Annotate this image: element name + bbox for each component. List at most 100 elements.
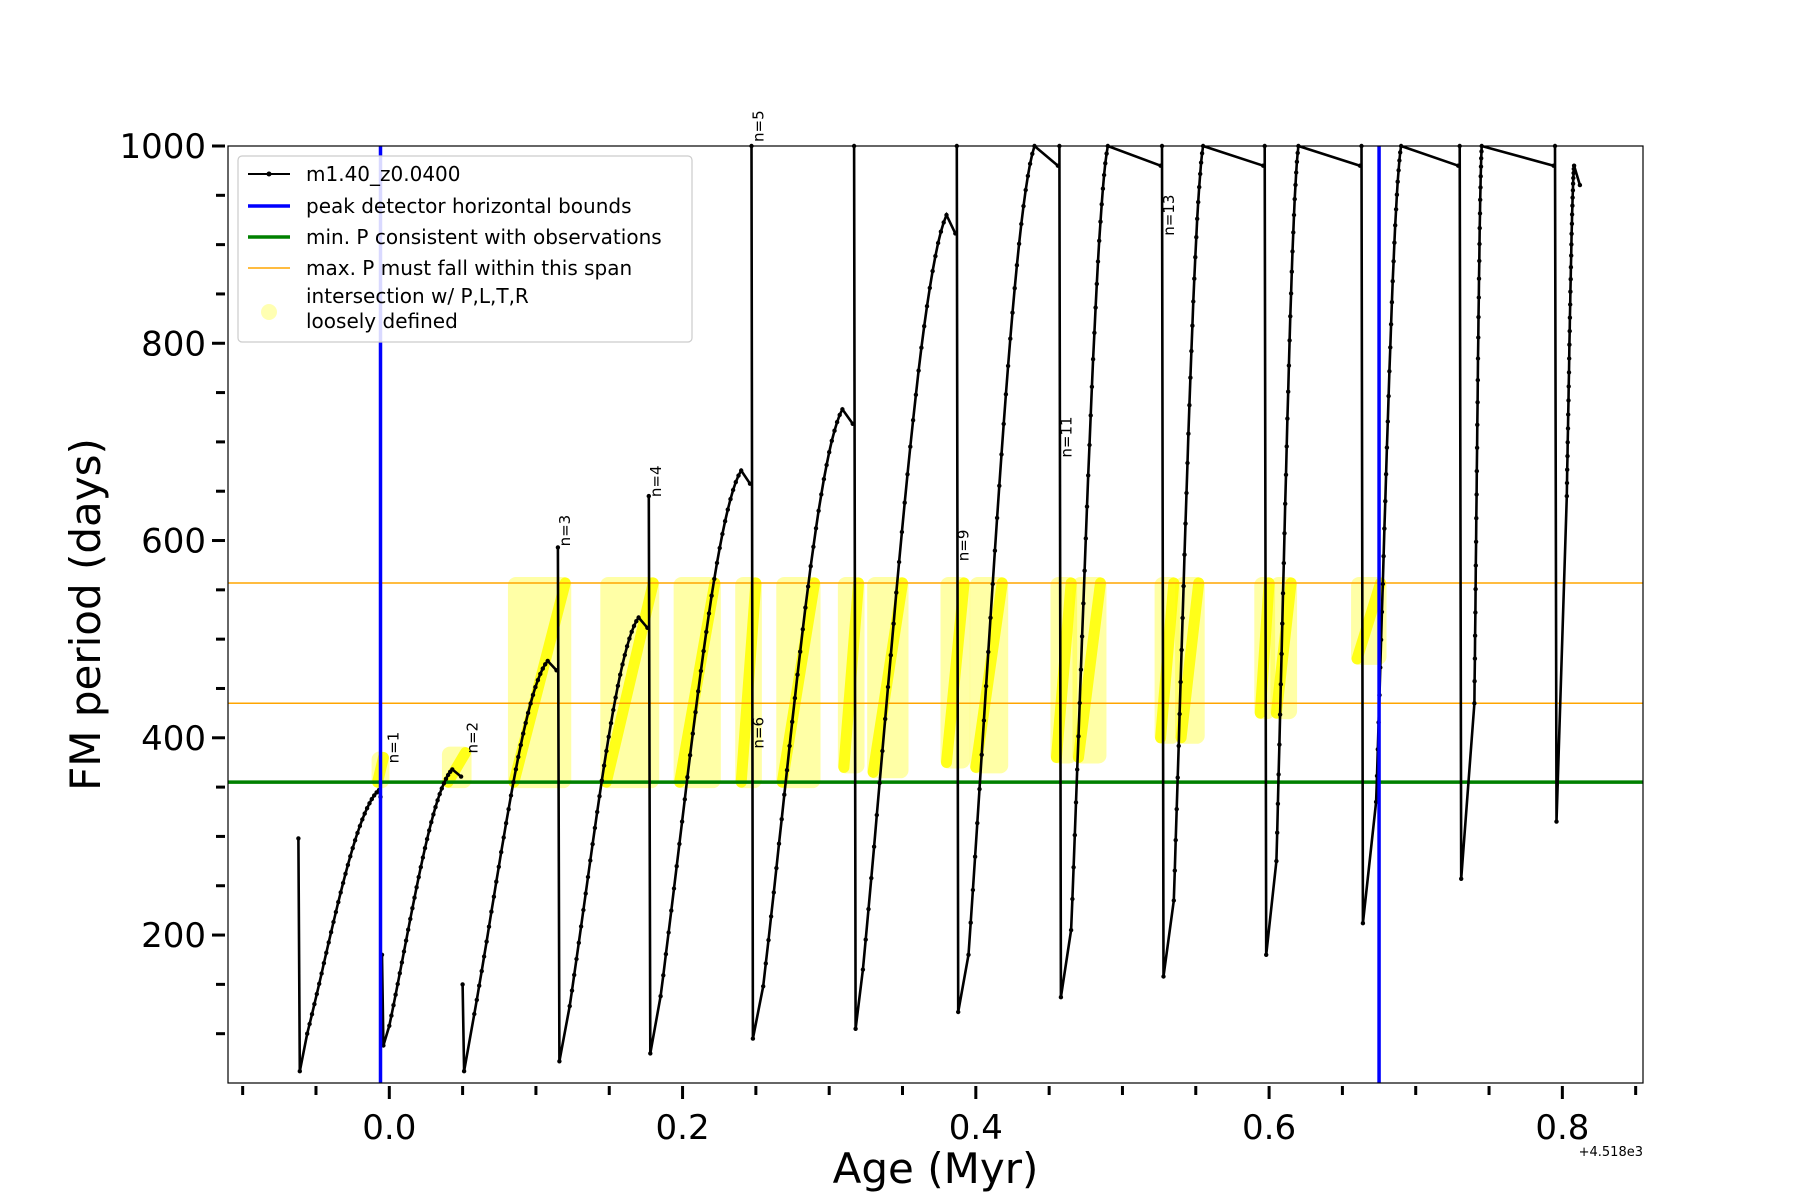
model-point [1003, 392, 1009, 397]
intersection-track [1351, 577, 1387, 665]
x-axis-title: Age (Myr) [833, 1144, 1039, 1193]
model-point [352, 838, 358, 843]
model-point [1397, 158, 1402, 163]
model-point [869, 875, 874, 881]
model-point [481, 954, 487, 959]
model-point [1473, 610, 1478, 615]
mode-label: n=11 [1057, 416, 1075, 457]
mode-label: n=13 [1160, 195, 1178, 236]
model-point [636, 615, 641, 620]
model-point [422, 845, 428, 851]
model-point [557, 1059, 562, 1064]
model-point [296, 836, 301, 841]
model-pulse-segment [1553, 145, 1582, 822]
model-point [538, 671, 543, 677]
model-point [1387, 369, 1392, 374]
model-point [1477, 241, 1482, 247]
model-point [733, 479, 738, 485]
model-point [679, 819, 685, 824]
model-point [1285, 416, 1290, 421]
mode-label: n=9 [955, 530, 973, 562]
intersection-track [600, 577, 659, 788]
model-point [1078, 667, 1084, 672]
model-point [693, 710, 698, 715]
model-point [535, 677, 541, 683]
intersection-track [776, 577, 821, 788]
model-point [968, 920, 973, 925]
model-point [1476, 295, 1482, 300]
model-point [1472, 633, 1478, 638]
intersection-track [970, 577, 1008, 773]
model-point [750, 1036, 756, 1041]
model-point [572, 972, 577, 978]
model-point [1030, 151, 1035, 156]
model-point [1289, 269, 1295, 274]
model-point [1274, 858, 1279, 864]
model-point [722, 519, 728, 524]
model-point [922, 324, 927, 329]
model-point [761, 984, 766, 989]
model-point [674, 864, 679, 869]
y-tick-label: 400 [141, 719, 206, 759]
model-point [331, 919, 336, 925]
y-axis-title: FM period (days) [61, 438, 110, 791]
model-pulse-segment [380, 767, 462, 1046]
legend-swatch-intersection [261, 304, 277, 320]
model-point [819, 492, 824, 497]
model-point [768, 914, 774, 919]
model-point [1086, 473, 1091, 478]
model-point [525, 710, 531, 716]
model-point [1382, 526, 1387, 531]
model-point [1570, 195, 1575, 200]
model-point [494, 879, 499, 884]
model-point [634, 619, 639, 624]
model-point [685, 775, 690, 780]
model-point [902, 500, 907, 505]
model-point [1193, 255, 1198, 260]
model-point [1474, 492, 1479, 497]
model-point [1381, 554, 1386, 559]
model-point [433, 804, 438, 810]
model-pulse-segment [1160, 144, 1264, 977]
model-point [975, 820, 980, 826]
model-point [1280, 591, 1286, 596]
model-point [821, 476, 827, 482]
model-point [1079, 634, 1085, 639]
model-point [1100, 186, 1106, 191]
model-point [1012, 286, 1017, 291]
mode-label: n=6 [749, 717, 767, 749]
model-pulse-segment [556, 547, 649, 1062]
model-point [1568, 289, 1573, 294]
model-point [1264, 952, 1269, 957]
model-point [986, 649, 991, 655]
model-point [1186, 431, 1191, 436]
model-point [924, 304, 930, 309]
model-point [491, 894, 497, 899]
model-point [1571, 163, 1577, 168]
model-point [328, 930, 334, 935]
model-point [860, 967, 866, 972]
plot-frame [227, 145, 1644, 1084]
model-point [523, 720, 528, 726]
model-point [1373, 799, 1379, 805]
model-point [474, 997, 479, 1003]
model-point [443, 776, 449, 781]
model-point [1475, 422, 1480, 427]
model-point [606, 734, 611, 739]
model-point [795, 672, 800, 677]
model-point [1010, 310, 1015, 315]
model-point [1554, 819, 1559, 824]
model-point [1569, 253, 1574, 258]
model-point [1187, 403, 1192, 408]
model-point [1390, 279, 1395, 284]
model-point [540, 666, 545, 671]
model-point [834, 419, 840, 425]
model-point [1472, 701, 1477, 706]
model-point [1275, 830, 1280, 835]
model-point [725, 507, 730, 512]
model-point [489, 909, 494, 914]
model-point [1565, 453, 1570, 459]
model-point [414, 885, 419, 890]
model-point [1197, 184, 1202, 190]
model-point [418, 864, 423, 870]
